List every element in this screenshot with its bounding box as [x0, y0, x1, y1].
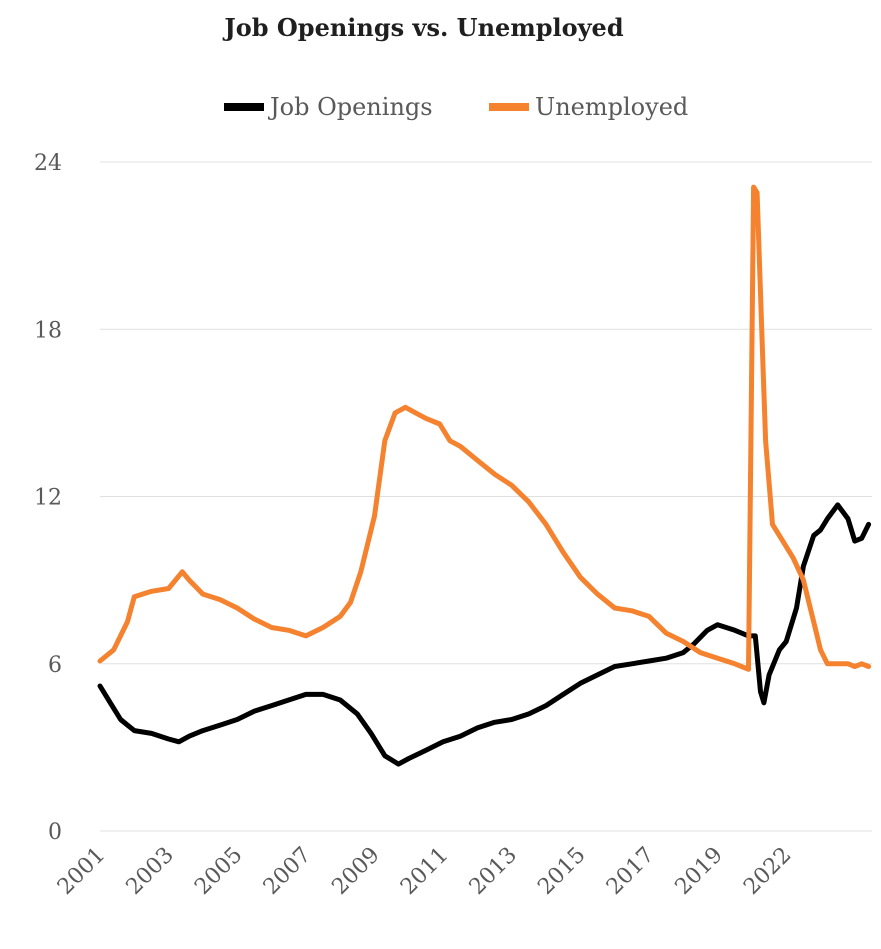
x-tick-label: 2005 [190, 843, 247, 900]
legend-label-unemployed: Unemployed [535, 93, 688, 121]
series-line-job-openings [97, 502, 872, 767]
legend-swatch-job-openings [224, 103, 264, 111]
y-tick-label: 0 [48, 820, 62, 845]
x-tick-label: 2017 [602, 843, 659, 900]
y-tick-label: 12 [34, 486, 62, 511]
y-tick-label: 24 [34, 151, 62, 176]
y-tick-label: 18 [34, 318, 62, 343]
x-tick-label: 2019 [671, 843, 728, 900]
legend-item-job-openings: Job Openings [224, 93, 433, 121]
legend-swatch-unemployed [489, 103, 529, 111]
x-tick-label: 2003 [122, 843, 179, 900]
x-tick-label: 2015 [533, 843, 590, 900]
chart-title: Job Openings vs. Unemployed [222, 13, 623, 42]
legend-item-unemployed: Unemployed [489, 93, 688, 121]
x-tick-label: 2011 [396, 843, 453, 900]
y-tick-label: 6 [48, 653, 62, 678]
x-tick-label: 2013 [465, 843, 522, 900]
y-axis: 0 6 12 18 24 [34, 151, 62, 845]
x-tick-label: 2007 [259, 843, 316, 900]
x-tick-label: 2022 [739, 843, 796, 900]
legend-label-job-openings: Job Openings [267, 93, 433, 121]
gridlines [100, 161, 872, 832]
series-line-unemployed [97, 184, 872, 672]
series-lines [97, 184, 872, 767]
legend: Job Openings Unemployed [224, 93, 688, 121]
x-tick-label: 2001 [53, 843, 110, 900]
x-tick-label: 2009 [327, 843, 384, 900]
x-axis: 2001 2003 2005 2007 2009 2011 2013 2015 2017 2019… [53, 843, 796, 900]
